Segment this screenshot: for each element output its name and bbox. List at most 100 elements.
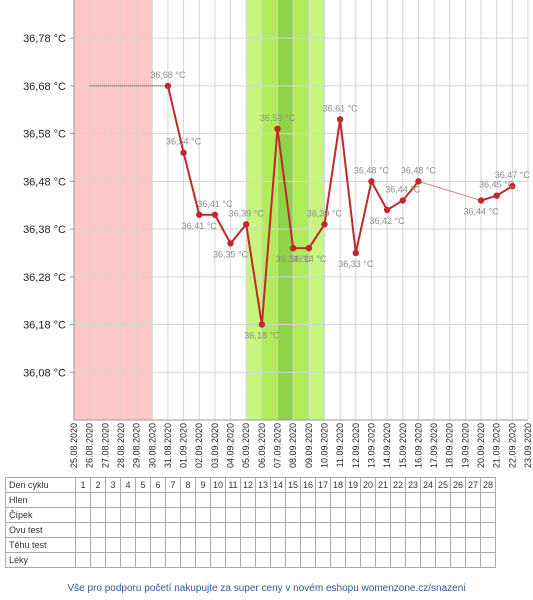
table-cell [195,537,211,553]
x-tick-label: 04.09.2020 [226,423,236,468]
table-cell [390,492,406,508]
table-cell [120,492,136,508]
table-cell [240,537,256,553]
cycle-day: 15 [285,477,301,493]
data-point [243,221,250,228]
footer-link[interactable]: Vše pro podporu početí nakupujte za supe… [67,583,466,594]
table-cell [300,522,316,538]
table-cell [420,507,436,523]
table-cell [135,492,151,508]
y-tick-label: 36,48 °C [23,176,66,188]
table-cell [465,507,481,523]
cycle-day: 20 [360,477,376,493]
x-tick-label: 28.08.2020 [116,423,126,468]
x-tick-label: 30.08.2020 [147,423,157,468]
table-cell [210,522,226,538]
data-point [352,249,359,257]
cycle-day: 9 [195,477,211,493]
temperature-chart: 36,08 °C 36,18 °C 36,28 °C 36,38 °C 36,48 °C… [23,0,533,468]
table-cell [480,492,496,508]
x-tick-label: 26.08.2020 [85,423,95,468]
table-cell [360,537,376,553]
series-segment [339,119,357,254]
series-segment [401,180,420,202]
table-cell [435,522,451,538]
table-row: Ovu test [5,522,496,538]
data-label: 36,54 °C [166,137,202,147]
table-cell [225,522,241,538]
table-cell [285,507,301,523]
table-cell [375,492,391,508]
table-cell [75,552,91,568]
series-segment [323,119,342,225]
table-cell [105,552,121,568]
table-cell [210,507,226,523]
table-cell [165,492,181,508]
data-label: 36,39 °C [307,208,343,218]
table-cell [165,537,181,553]
table-cell [270,552,286,568]
cycle-day: 1 [75,477,91,493]
series-segment [307,223,326,249]
band-0 [74,0,153,420]
table-cell [90,507,106,523]
row-label: Těhu test [5,537,76,553]
data-point [196,211,203,218]
table-cell [195,492,211,508]
table-cell [105,537,121,553]
data-point [509,182,516,190]
x-tick-label: 01.09.2020 [179,423,189,468]
cycle-day: 5 [135,477,151,493]
table-cell [150,552,166,568]
table-cell [330,537,346,553]
table-cell [480,537,496,553]
table-cell [135,552,151,568]
table-cell [150,537,166,553]
y-tick-label: 36,38 °C [23,224,66,236]
table-cell [330,492,346,508]
x-tick-label: 11.09.2020 [335,423,345,467]
table-cell [345,522,361,538]
table-cell [105,507,121,523]
data-label: 36,34 °C [276,254,312,264]
table-cell [375,552,391,568]
x-tick-label: 18.09.2020 [445,423,455,468]
data-point [321,221,328,228]
row-label: Den cyklu [5,477,76,493]
x-tick-label: 05.09.2020 [241,423,251,468]
x-tick-label: 31.08.2020 [163,423,173,468]
table-cell [285,552,301,568]
table-cell [420,522,436,538]
table-cell [240,552,256,568]
table-cell [405,552,421,568]
table-cell [270,522,286,538]
table-cell [420,492,436,508]
data-label: 36,59 °C [260,113,296,123]
table-cell [390,537,406,553]
cycle-day: 22 [390,477,406,493]
table-cell [390,552,406,568]
x-tick-label: 25.08.2020 [69,423,79,468]
data-label: 36,44 °C [385,184,421,194]
table-cell [135,537,151,553]
table-cell [240,507,256,523]
table-cell [165,522,181,538]
data-point [164,82,172,90]
table-cell [195,507,211,523]
table-cell [135,522,151,538]
table-cell [345,552,361,568]
data-point [477,197,485,204]
table-cell [300,507,316,523]
series-segment [370,180,388,211]
cycle-day: 8 [180,477,196,493]
table-cell [210,552,226,568]
x-tick-label: 12.09.2020 [351,423,361,468]
table-cell [210,492,226,508]
table-cell [150,522,166,538]
cycle-day: 26 [450,477,466,493]
table-cell [315,522,331,538]
table-cell [240,492,256,508]
table-cell [435,552,451,568]
table-cell [450,492,466,508]
cycle-day: 27 [465,477,481,493]
